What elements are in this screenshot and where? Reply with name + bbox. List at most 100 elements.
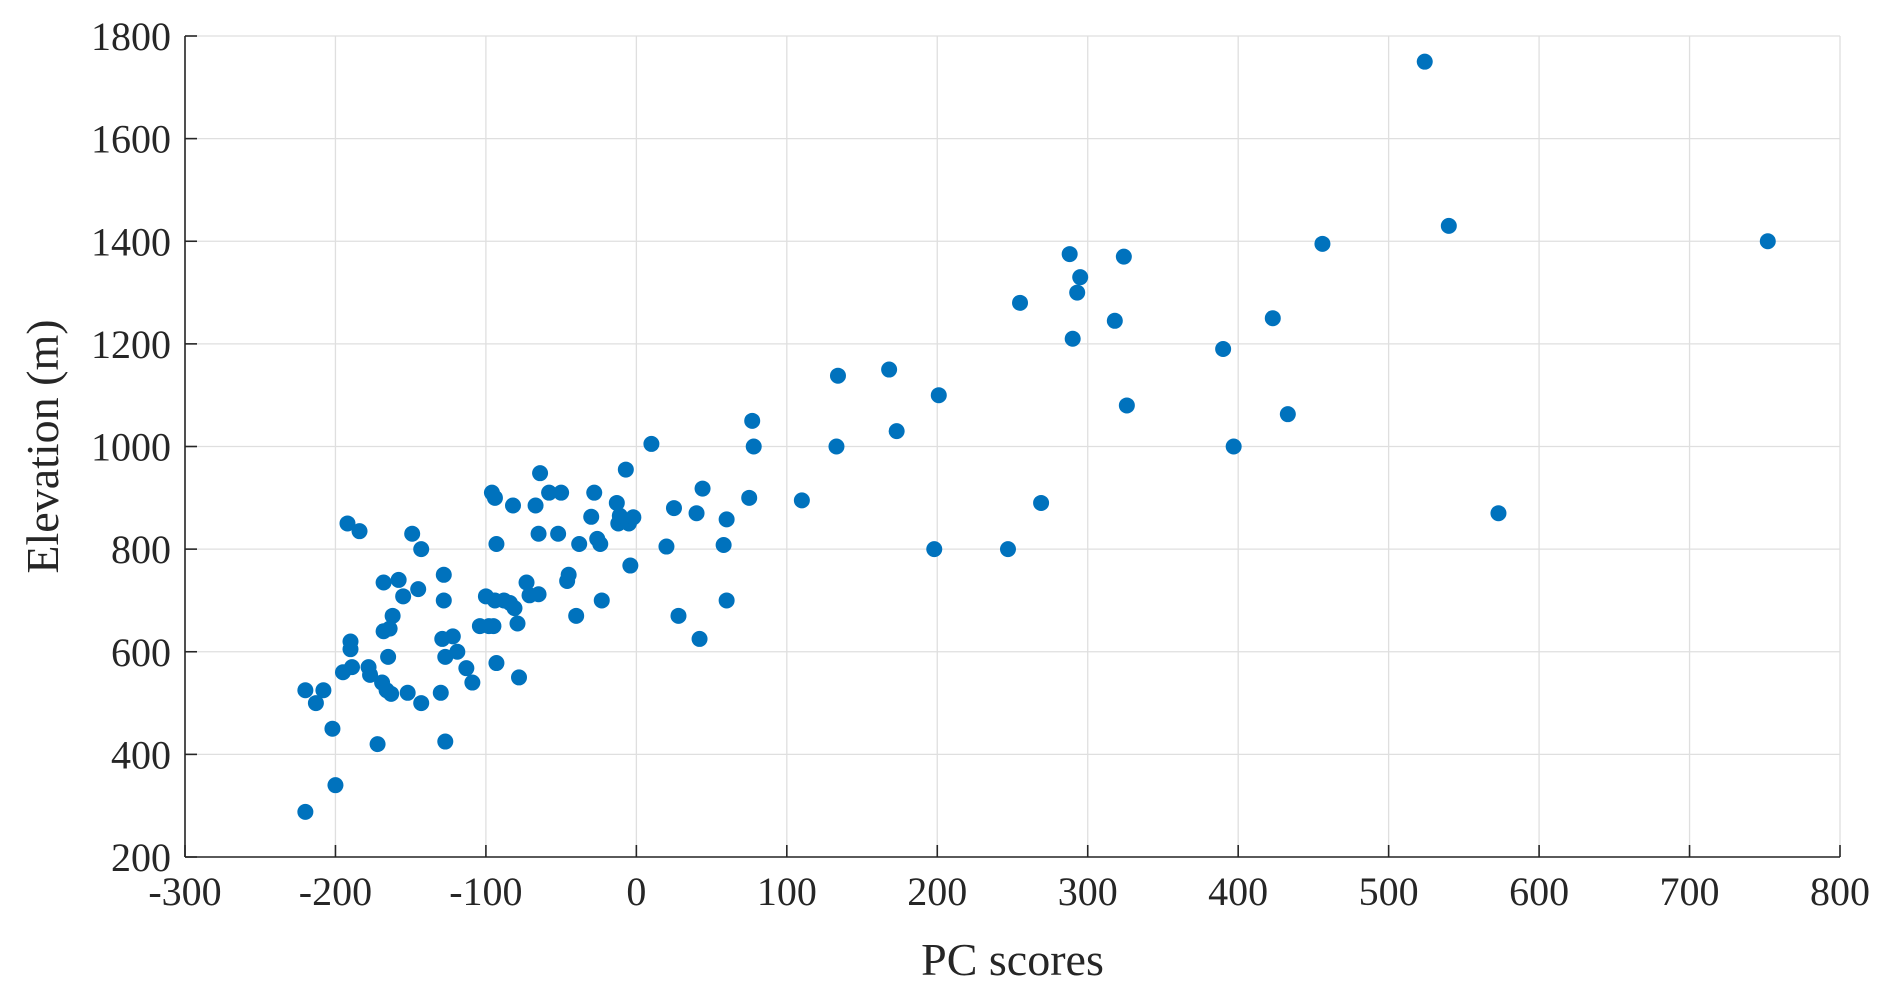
data-point	[1033, 494, 1050, 511]
data-point	[404, 525, 421, 542]
data-point	[435, 566, 452, 583]
data-point	[999, 541, 1016, 558]
data-point	[643, 435, 660, 452]
data-point	[530, 525, 547, 542]
x-tick-label: 800	[1810, 869, 1870, 914]
data-point	[339, 515, 356, 532]
data-point	[488, 535, 505, 552]
data-point	[413, 541, 430, 558]
data-point	[1012, 294, 1029, 311]
data-point	[327, 777, 344, 794]
data-point	[550, 525, 567, 542]
data-point	[342, 633, 359, 650]
data-point	[1225, 438, 1242, 455]
data-point	[399, 684, 416, 701]
data-point	[688, 505, 705, 522]
data-point	[464, 674, 481, 691]
data-point	[395, 588, 412, 605]
data-point	[375, 574, 392, 591]
data-point	[592, 535, 609, 552]
data-point	[437, 648, 454, 665]
data-point	[1069, 284, 1086, 301]
data-point	[518, 574, 535, 591]
data-point	[571, 535, 588, 552]
data-point	[344, 659, 361, 676]
data-point	[381, 620, 398, 637]
x-tick-label: -300	[148, 869, 221, 914]
x-tick-label: 100	[757, 869, 817, 914]
data-point	[485, 618, 502, 635]
data-point	[829, 367, 846, 384]
x-tick-label: 0	[626, 869, 646, 914]
data-point	[586, 484, 603, 501]
x-tick-label: 400	[1208, 869, 1268, 914]
data-point	[351, 523, 368, 540]
x-tick-labels: -300 -200 -100 0 100 200 300 400 500 600 700 800	[148, 869, 1870, 914]
y-tick-label: 1000	[91, 425, 171, 470]
data-point	[530, 586, 547, 603]
data-point	[670, 607, 687, 624]
data-points	[297, 53, 1776, 820]
data-point	[745, 438, 762, 455]
data-point	[297, 803, 314, 820]
data-point	[741, 489, 758, 506]
data-point	[384, 607, 401, 624]
data-point	[691, 630, 708, 647]
data-point	[1064, 330, 1081, 347]
data-point	[532, 465, 549, 482]
x-tick-label: 200	[907, 869, 967, 914]
data-point	[488, 655, 505, 672]
data-point	[410, 581, 427, 598]
data-point	[617, 461, 634, 478]
data-point	[881, 361, 898, 378]
data-point	[1264, 310, 1281, 327]
data-point	[511, 669, 528, 686]
data-point	[1115, 248, 1132, 265]
data-point	[437, 733, 454, 750]
data-point	[1314, 235, 1331, 252]
data-point	[1490, 505, 1507, 522]
data-point	[1072, 269, 1089, 286]
data-point	[694, 480, 711, 497]
data-point	[926, 541, 943, 558]
data-point	[504, 497, 521, 514]
data-point	[324, 720, 341, 737]
data-point	[435, 592, 452, 609]
data-point	[608, 494, 625, 511]
data-point	[1440, 217, 1457, 234]
data-point	[593, 592, 610, 609]
data-point	[307, 695, 324, 712]
data-point	[793, 492, 810, 509]
data-point	[715, 537, 732, 554]
data-point	[369, 736, 386, 753]
data-point	[744, 412, 761, 429]
x-tick-label: 500	[1359, 869, 1419, 914]
data-point	[444, 628, 461, 645]
data-point	[506, 600, 523, 617]
data-point	[509, 615, 526, 632]
data-point	[583, 508, 600, 525]
data-point	[383, 685, 400, 702]
x-tick-label: 600	[1509, 869, 1569, 914]
y-tick-labels: 200 400 600 800 1000 1200 1400 1600 1800	[91, 14, 171, 880]
data-point	[625, 509, 642, 526]
data-point	[297, 682, 314, 699]
y-tick-label: 1400	[91, 219, 171, 264]
y-tick-label: 1800	[91, 14, 171, 59]
data-point	[828, 438, 845, 455]
data-point	[362, 666, 379, 683]
data-point	[1106, 312, 1123, 329]
axes	[184, 35, 1841, 858]
data-point	[458, 660, 475, 677]
x-axis-title: PC scores	[921, 934, 1104, 985]
data-point	[553, 484, 570, 501]
x-tick-label: -100	[449, 869, 522, 914]
data-point	[665, 500, 682, 517]
data-point	[527, 497, 544, 514]
data-point	[1061, 246, 1078, 263]
data-point	[888, 423, 905, 440]
y-tick-label: 1600	[91, 117, 171, 162]
y-tick-label: 600	[111, 630, 171, 675]
data-point	[658, 538, 675, 555]
